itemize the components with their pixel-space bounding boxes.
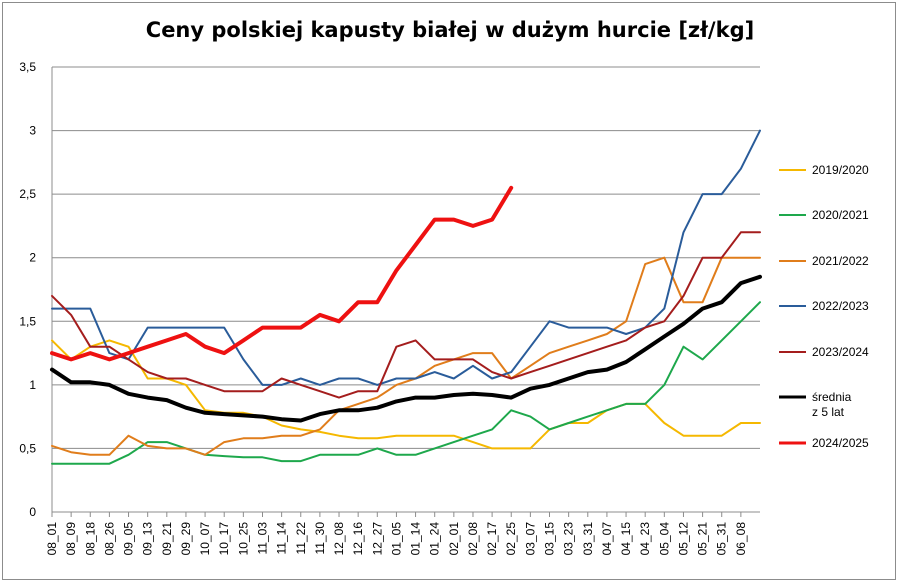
- y-tick-label: 2,5: [19, 187, 36, 201]
- legend-label: średnia: [812, 390, 852, 404]
- x-tick-label: 04_07: [600, 522, 614, 556]
- x-tick-label: 11_03: [255, 522, 269, 555]
- series-line-2023-2024: [51, 231, 761, 399]
- x-tick-label: 02_01: [447, 522, 461, 556]
- x-tick-label: 05_21: [696, 522, 710, 556]
- legend-label: 2019/2020: [812, 163, 869, 177]
- x-tick-label: 09_29: [179, 522, 193, 556]
- x-tick-label: 03_07: [523, 522, 537, 556]
- x-tick-label: 12_16: [351, 522, 365, 556]
- y-tick-label: 2: [29, 251, 36, 265]
- x-tick-label: 12_08: [332, 522, 346, 556]
- x-tick-label: 02_08: [466, 522, 480, 556]
- x-tick-label: 01_14: [409, 522, 423, 556]
- x-tick-label: 11_22: [294, 522, 308, 555]
- x-tick-label: 11_14: [275, 522, 289, 555]
- x-tick-label: 06_08: [734, 522, 748, 556]
- x-tick-label: 02_25: [504, 522, 518, 556]
- legend-label: 2024/2025: [812, 436, 869, 450]
- x-tick-label: 02_17: [485, 522, 499, 556]
- chart-title: Ceny polskiej kapusty białej w dużym hur…: [145, 18, 755, 42]
- x-tick-label: 09_05: [122, 522, 136, 556]
- x-tick-label: 04_15: [619, 522, 633, 556]
- x-tick-label: 01_05: [389, 522, 403, 556]
- x-tick-label: 10_17: [217, 522, 231, 556]
- x-tick-label: 05_31: [715, 522, 729, 556]
- x-tick-label: 09_21: [160, 522, 174, 556]
- x-tick-label: 08_09: [64, 522, 78, 556]
- series-line-2021-2022: [51, 256, 761, 456]
- y-tick-label: 1: [29, 378, 36, 392]
- legend-label: 2021/2022: [812, 254, 869, 268]
- legend-label-line2: z 5 lat: [812, 405, 845, 419]
- legend-label: 2020/2021: [812, 208, 869, 222]
- x-tick-label: 11_30: [313, 522, 327, 555]
- x-tick-label: 08_26: [102, 522, 116, 556]
- x-tick-label: 05_12: [676, 522, 690, 556]
- y-tick-label: 0,5: [19, 441, 36, 455]
- series-line-2020-2021: [51, 301, 761, 465]
- y-tick-label: 3: [29, 124, 36, 138]
- x-tick-label: 08_18: [83, 522, 97, 556]
- legend-label: 2023/2024: [812, 345, 869, 359]
- series-line-2024-2025: [50, 185, 514, 362]
- x-tick-label: 09_13: [141, 522, 155, 556]
- x-tick-label: 12_27: [370, 522, 384, 556]
- x-tick-label: 10_25: [236, 522, 250, 556]
- series-line--rednia-z-5-lat: [50, 274, 762, 423]
- x-tick-label: 01_24: [428, 522, 442, 556]
- x-tick-label: 03_15: [543, 522, 557, 556]
- y-tick-label: 1,5: [19, 314, 36, 328]
- legend-label: 2022/2023: [812, 299, 869, 313]
- y-tick-label: 0: [29, 505, 36, 519]
- y-tick-label: 3,5: [19, 60, 36, 74]
- x-tick-label: 03_31: [581, 522, 595, 556]
- x-tick-label: 03_23: [562, 522, 576, 556]
- x-tick-label: 05_04: [657, 522, 671, 556]
- x-tick-label: 04_23: [638, 522, 652, 556]
- x-tick-label: 10_07: [198, 522, 212, 556]
- x-tick-label: 08_01: [45, 522, 59, 556]
